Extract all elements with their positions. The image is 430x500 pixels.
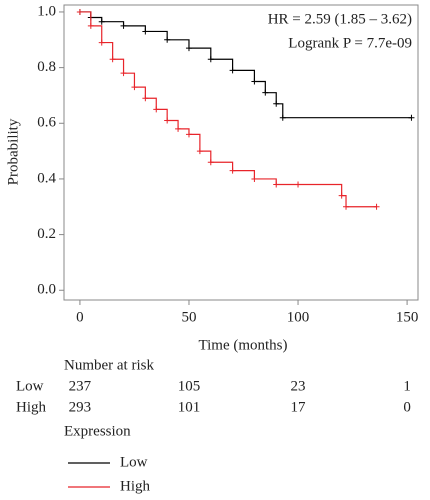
x-tick-label: 100 [287,309,310,325]
x-tick-label: 150 [396,309,419,325]
censor-mark [338,192,345,199]
censor-mark [251,175,258,182]
censor-mark [279,114,286,121]
censor-mark [295,181,302,188]
risk-table-title: Number at risk [64,357,154,373]
x-axis-label: Time (months) [198,337,287,353]
legend-title: Expression [64,423,131,439]
censor-mark [175,125,182,132]
censor-mark [109,56,116,63]
censor-mark [207,159,214,166]
censor-mark [98,39,105,46]
legend-label: Low [120,454,148,470]
censor-mark [343,203,350,210]
risk-count: 1 [403,378,411,394]
censor-mark [98,18,105,25]
y-axis-label: Probability [5,118,21,185]
risk-row-label: Low [16,378,44,394]
x-tick-label: 50 [181,309,196,325]
annotation: Logrank P = 7.7e-09 [288,35,412,51]
plot-frame [63,4,419,301]
y-tick-label: 0.8 [37,59,56,75]
censor-mark [185,131,192,138]
survival-curve [79,11,412,119]
censor-mark [207,56,214,63]
risk-count: 105 [178,378,201,394]
censor-mark [164,117,171,124]
censor-mark [164,36,171,43]
y-tick-label: 0.0 [37,282,56,298]
censor-mark [262,89,269,96]
annotation: HR = 2.59 (1.85 – 3.62) [268,11,412,27]
risk-count: 17 [291,399,307,415]
censor-mark [251,78,258,85]
censor-mark [229,167,236,174]
y-tick-label: 0.6 [37,115,56,131]
censor-mark [185,45,192,52]
risk-count: 293 [69,399,92,415]
y-tick-label: 0.2 [37,226,56,242]
legend-label: High [120,478,151,494]
censor-mark [196,148,203,155]
censor-mark [373,203,380,210]
censor-mark [408,114,415,121]
risk-count: 237 [69,378,92,394]
risk-count: 23 [291,378,306,394]
y-tick-label: 0.4 [37,170,56,186]
risk-count: 101 [178,399,201,415]
censor-mark [153,106,160,113]
censor-mark [273,181,280,188]
risk-row-label: High [16,399,47,415]
censor-mark [229,67,236,74]
censor-mark [273,100,280,107]
censor-mark [76,8,83,15]
y-tick-label: 1.0 [37,3,56,19]
censor-mark [142,28,149,35]
censor-mark [120,70,127,77]
censor-mark [87,22,94,29]
censor-mark [120,22,127,29]
x-tick-label: 0 [76,309,84,325]
censor-mark [131,84,138,91]
censor-mark [142,95,149,102]
risk-count: 0 [403,399,411,415]
